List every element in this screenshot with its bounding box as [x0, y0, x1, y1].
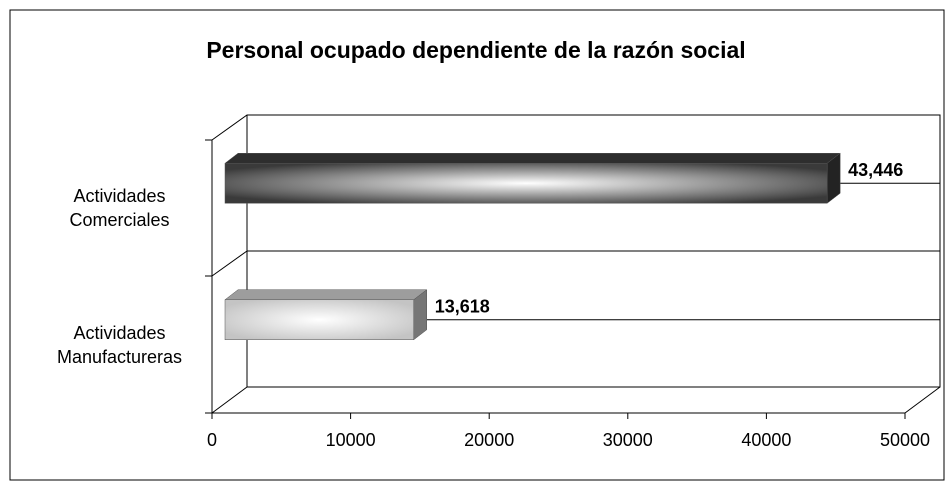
- floor-edge: [211, 386, 248, 414]
- bar-top: [224, 153, 841, 164]
- category-label-box: Actividades Comerciales: [7, 184, 207, 232]
- x-tick-label: 10000: [326, 430, 376, 450]
- chart-frame: [9, 9, 945, 481]
- axes-3d: [205, 114, 941, 414]
- x-tick-label: 40000: [741, 430, 791, 450]
- bar: [224, 289, 428, 341]
- x-tick-label: 0: [207, 430, 217, 450]
- bar: [224, 152, 841, 204]
- wall-divider: [211, 250, 248, 277]
- y-tick-label: Actividades Manufactureras: [56, 322, 183, 367]
- bar-front: [224, 163, 828, 204]
- x-tick-label: 30000: [603, 430, 653, 450]
- floor-edge: [904, 386, 941, 414]
- bar-front: [224, 299, 414, 340]
- value-label: 13,618: [435, 297, 490, 317]
- value-label: 43,446: [848, 160, 903, 180]
- x-tick-label: 20000: [464, 430, 514, 450]
- y-tick-label: Actividades Comerciales: [69, 186, 170, 231]
- x-tick-label: 50000: [880, 430, 930, 450]
- chart-title: Personal ocupado dependiente de la razón…: [206, 37, 745, 63]
- category-label-box: Actividades Manufactureras: [7, 321, 207, 369]
- bar-top: [224, 289, 428, 300]
